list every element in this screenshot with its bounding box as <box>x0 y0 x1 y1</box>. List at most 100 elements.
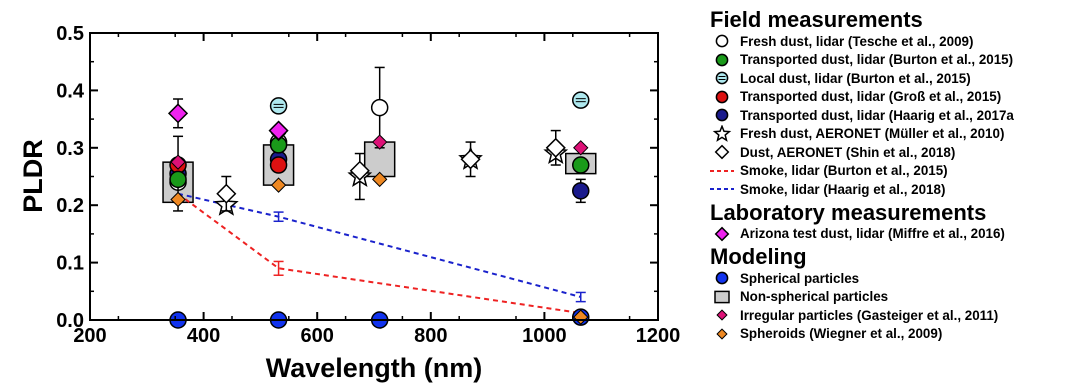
legend-symbol <box>715 271 729 285</box>
x-tick-label: 600 <box>301 325 334 347</box>
legend-label: Spheroids (Wiegner et al., 2009) <box>740 326 943 342</box>
legend-marker <box>712 124 732 142</box>
legend-modeling-heading: Modeling <box>710 244 807 269</box>
legend-marker <box>715 34 729 48</box>
marker-circle <box>572 91 590 109</box>
y-tick-label: 0.4 <box>56 80 85 102</box>
data-point <box>167 103 189 124</box>
legend-marker <box>715 53 729 67</box>
legend-item: Irregular particles (Gasteiger et al., 2… <box>710 306 1070 325</box>
legend-marker <box>714 144 730 160</box>
legend-item: Spheroids (Wiegner et al., 2009) <box>710 325 1070 344</box>
legend-marker <box>714 290 730 304</box>
y-tick-label: 0.2 <box>56 195 84 217</box>
axes: 200 400 600 800 1000 1200 0.0 0.1 0.2 0.3 0.4 0.5 <box>56 23 680 347</box>
legend-laboratory-heading: Laboratory measurements <box>710 199 987 225</box>
legend-label: Smoke, lidar (Burton et al., 2015) <box>740 163 948 179</box>
x-tick-label: 200 <box>73 325 106 347</box>
data-point <box>270 177 287 193</box>
legend-label: Fresh dust, lidar (Tesche et al., 2009) <box>740 33 974 49</box>
legend: Field measurements Fresh dust, lidar (Te… <box>710 8 1070 345</box>
legend-symbol <box>715 108 729 122</box>
series-transported-dust-lidar-burton-et-al-2015 <box>169 136 590 189</box>
legend-label: Smoke, lidar (Haarig et al., 2018) <box>740 181 946 197</box>
legend-marker <box>714 226 730 242</box>
series-smoke-lidar-burton-et-al-2015 <box>177 192 581 315</box>
data-point <box>216 183 237 204</box>
pldr-chart: 200 400 600 800 1000 1200 0.0 0.1 0.2 0.3 0.4 0.5 W… <box>18 23 680 383</box>
x-tick-label: 1200 <box>636 325 681 347</box>
data-point <box>349 160 370 181</box>
series-arizona-test-dust-lidar-miffre-et-al-2016 <box>167 98 289 141</box>
data-point <box>269 156 288 174</box>
legend-symbol <box>714 226 730 242</box>
data-point <box>572 156 590 174</box>
legend-item: Spherical particles <box>710 269 1070 288</box>
y-tick-label: 0.0 <box>56 310 84 332</box>
legend-label: Transported dust, lidar (Burton et al., … <box>740 52 1014 68</box>
legend-label: Transported dust, lidar (Haarig et al., … <box>740 107 1014 123</box>
legend-item: Transported dust, lidar (Groß et al., 20… <box>710 88 1070 107</box>
legend-item: Transported dust, lidar (Burton et al., … <box>710 51 1070 70</box>
y-tick-label: 0.3 <box>56 138 84 160</box>
legend-modeling-items: Spherical particles Non-spherical particl… <box>710 269 1070 343</box>
legend-laboratory-group: Laboratory measurements Arizona test dus… <box>710 199 1070 244</box>
data-point <box>572 91 590 109</box>
legend-symbol <box>715 90 729 104</box>
x-tick-label: 400 <box>187 325 220 347</box>
legend-label: Dust, AERONET (Shin et al., 2018) <box>740 144 956 160</box>
legend-field-heading: Field measurements <box>710 7 923 32</box>
data-point <box>545 137 566 158</box>
legend-marker <box>715 90 729 104</box>
series-smoke-lidar-haarig-et-al-2018 <box>177 192 586 303</box>
data-point <box>170 191 186 208</box>
legend-marker <box>715 108 729 122</box>
legend-item: Non-spherical particles <box>710 288 1070 307</box>
x-tick-label: 1000 <box>522 325 567 347</box>
legend-symbol <box>712 124 732 142</box>
legend-item: Arizona test dust, lidar (Miffre et al.,… <box>710 225 1070 244</box>
legend-marker <box>715 71 729 85</box>
legend-label: Spherical particles <box>740 270 860 286</box>
legend-item: Transported dust, lidar (Haarig et al., … <box>710 106 1070 125</box>
data-point <box>269 97 288 115</box>
legend-item: Smoke, lidar (Haarig et al., 2018) <box>710 180 1070 199</box>
data-point <box>573 140 589 156</box>
plot-content <box>162 66 597 329</box>
x-tick-label: 800 <box>414 325 447 347</box>
marker-circle <box>715 71 729 85</box>
y-tick-label: 0.5 <box>56 23 84 45</box>
series-local-dust-lidar-burton-et-al-2015 <box>269 91 590 115</box>
marker-circle <box>269 97 288 115</box>
data-point <box>460 149 481 170</box>
legend-label: Arizona test dust, lidar (Miffre et al.,… <box>740 226 1005 242</box>
legend-marker <box>716 309 728 321</box>
legend-item: Dust, AERONET (Shin et al., 2018) <box>710 143 1070 162</box>
legend-symbol <box>710 169 734 172</box>
series-line <box>177 192 581 315</box>
legend-laboratory-items: Arizona test dust, lidar (Miffre et al.,… <box>710 225 1070 244</box>
legend-marker <box>715 271 729 285</box>
legend-symbol <box>710 188 734 191</box>
legend-label: Fresh dust, AERONET (Müller et al., 2010… <box>740 126 1005 142</box>
series-line <box>177 192 582 298</box>
y-tick-label: 0.1 <box>56 253 84 275</box>
data-point <box>268 120 289 141</box>
legend-field-items: Fresh dust, lidar (Tesche et al., 2009) T… <box>710 32 1070 199</box>
legend-symbol <box>715 34 729 48</box>
legend-modeling-group: Modeling Spherical particles Non-spherica… <box>710 245 1070 343</box>
legend-symbol <box>715 53 729 67</box>
legend-field-group: Field measurements Fresh dust, lidar (Te… <box>710 8 1070 199</box>
x-axis-title: Wavelength (nm) <box>266 353 483 383</box>
legend-symbol <box>714 144 730 160</box>
legend-item: Local dust, lidar (Burton et al., 2015) <box>710 69 1070 88</box>
legend-label: Local dust, lidar (Burton et al., 2015) <box>740 70 971 86</box>
y-axis-title: PLDR <box>18 139 48 213</box>
legend-label: Transported dust, lidar (Groß et al., 20… <box>740 89 1002 105</box>
data-point <box>170 154 186 170</box>
legend-symbol <box>715 71 729 85</box>
legend-label: Non-spherical particles <box>740 289 889 305</box>
data-point <box>572 182 590 200</box>
data-point <box>370 98 389 117</box>
legend-item: Fresh dust, lidar (Tesche et al., 2009) <box>710 32 1070 51</box>
